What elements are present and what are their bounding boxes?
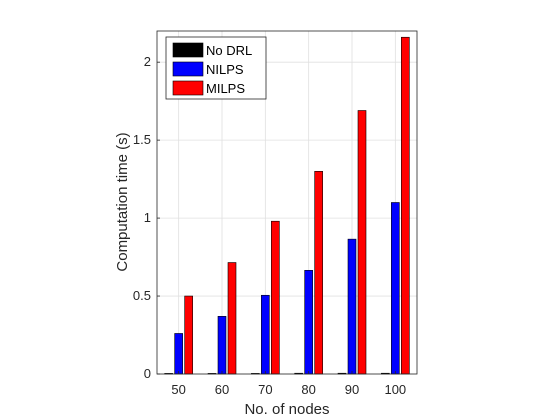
legend-swatch: [172, 80, 204, 96]
bar-nilps: [217, 316, 227, 375]
y-ticks: 0 0.5 1 1.5 2: [133, 54, 160, 381]
x-ticks: 50 60 70 80 90 100: [171, 371, 406, 397]
bar-milps: [357, 110, 367, 375]
bar-nilps: [304, 270, 313, 375]
legend-label: No DRL: [206, 43, 252, 58]
bar-milps: [401, 36, 410, 375]
bar-milps: [271, 220, 280, 375]
legend-label: NILPS: [206, 62, 244, 77]
bar-nilps: [261, 294, 270, 375]
legend-swatch: [172, 42, 204, 58]
bar-milps: [184, 295, 193, 375]
y-tick-label: 1: [144, 210, 151, 225]
plot-frame: [156, 30, 418, 375]
x-tick-label: 70: [258, 382, 272, 397]
bar-milps: [314, 171, 323, 375]
legend-swatch: [172, 61, 204, 77]
x-tick-label: 50: [171, 382, 185, 397]
bar-milps: [227, 262, 237, 375]
x-tick-label: 60: [215, 382, 229, 397]
x-tick-label: 100: [384, 382, 406, 397]
y-tick-label: 0: [144, 366, 151, 381]
y-tick-label: 1.5: [133, 132, 151, 147]
x-tick-label: 90: [345, 382, 359, 397]
x-tick-label: 80: [301, 382, 315, 397]
x-axis-label: No. of nodes: [244, 401, 329, 418]
y-tick-label: 2: [144, 54, 151, 69]
bar-nilps: [347, 238, 357, 375]
legend: No DRL NILPS MILPS: [165, 36, 267, 100]
y-tick-label: 0.5: [133, 288, 151, 303]
bar-nilps: [391, 202, 400, 375]
y-axis-label: Computation time (s): [114, 132, 131, 271]
legend-label: MILPS: [206, 81, 245, 96]
bar-nilps: [174, 333, 183, 375]
